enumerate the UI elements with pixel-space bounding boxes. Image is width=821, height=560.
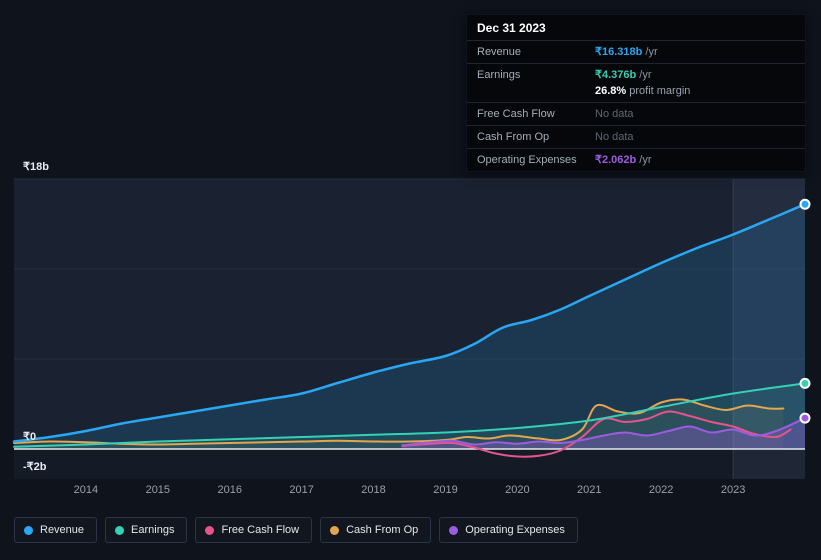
x-axis-label-2020: 2020 [505,484,530,496]
revenue-area [14,204,805,449]
tooltip-label: Operating Expenses [477,154,577,166]
legend-item-revenue[interactable]: Revenue [14,517,98,543]
x-axis-label-2016: 2016 [217,484,242,496]
tooltip-row-earnings: Earnings ₹4.376b /yr 26.8% profit margin [467,63,805,102]
tooltip-value: ₹2.062b /yr [595,154,652,166]
tooltip-date: Dec 31 2023 [477,21,546,35]
tooltip-rows: Revenue ₹16.318b /yr Earnings ₹4.376b /yr 26… [467,40,805,171]
earnings-line [13,382,806,448]
operating-expenses-dot-icon [449,525,459,535]
cash-from-op-area [14,399,784,449]
profit-margin: 26.8% profit margin [595,85,691,97]
legend-item-free-cash-flow[interactable]: Free Cash Flow [195,517,313,543]
chart-plot[interactable] [0,150,821,495]
x-axis-label-2023: 2023 [720,484,746,496]
y-axis-label--0: ₹0 [23,431,37,443]
operating-expenses-area [402,418,805,449]
x-axis-label-2014: 2014 [73,484,99,496]
y-axis-label--18b: ₹18b [23,161,49,173]
x-axis-label-2015: 2015 [145,484,171,496]
tooltip-row-operating-expenses: Operating Expenses ₹2.062b /yr [467,148,805,171]
tooltip-value: No data [595,108,634,120]
tooltip-row-revenue: Revenue ₹16.318b /yr [467,40,805,63]
tooltip-row-cash-from-op: Cash From Op No data [467,125,805,148]
plot-background-negative [14,449,805,479]
legend-label: Operating Expenses [465,524,565,536]
operating-expenses-end-marker [799,412,811,424]
chart-legend: Revenue Earnings Free Cash Flow Cash From O… [14,517,578,543]
legend-label: Cash From Op [346,524,419,536]
revenue-line [12,202,807,443]
cash-from-op-dot-icon [330,525,340,535]
tooltip-label: Free Cash Flow [477,108,555,120]
tooltip-value: ₹16.318b /yr [595,46,658,58]
tooltip-label: Cash From Op [477,131,550,143]
revenue-end-marker [799,198,811,210]
legend-label: Earnings [131,524,175,536]
x-axis-label-2022: 2022 [648,484,674,496]
earnings-dot-icon [115,525,125,535]
x-axis-label-2017: 2017 [289,484,314,496]
x-axis-label-2021: 2021 [577,484,602,496]
tooltip-label: Revenue [477,46,522,58]
legend-label: Revenue [40,524,85,536]
chart-tooltip: Dec 31 2023 Revenue ₹16.318b /yr Earnings ₹… [466,14,806,172]
x-axis-label-2019: 2019 [433,484,458,496]
revenue-dot-icon [24,525,33,535]
legend-item-cash-from-op[interactable]: Cash From Op [320,517,432,543]
x-axis-label-2018: 2018 [361,484,386,496]
free-cash-flow-dot-icon [205,525,215,535]
tooltip-value: ₹4.376b /yr 26.8% profit margin [595,68,795,98]
legend-label: Free Cash Flow [221,524,300,536]
legend-item-operating-expenses[interactable]: Operating Expenses [439,517,578,543]
legend-item-earnings[interactable]: Earnings [105,517,188,543]
tooltip-label: Earnings [477,69,521,81]
tooltip-row-free-cash-flow: Free Cash Flow No data [467,102,805,125]
x-axis-labels: 2014 2015 2016 2017 2018 2019 2020 2021 2022 2023 [0,484,821,498]
earnings-end-marker [799,377,811,389]
y-axis-label--2b: -₹2b [23,461,47,473]
tooltip-value: No data [595,131,634,143]
operating-expenses-line [401,417,806,447]
earnings-area [14,383,805,449]
